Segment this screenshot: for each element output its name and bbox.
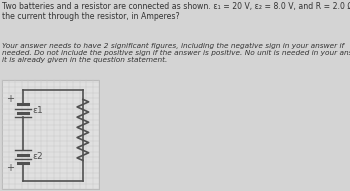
Text: Your answer needs to have 2 significant figures, including the negative sign in : Your answer needs to have 2 significant … [2, 43, 350, 63]
Text: ε2: ε2 [33, 152, 43, 161]
Text: Two batteries and a resistor are connected as shown. ε₁ = 20 V, ε₂ = 8.0 V, and : Two batteries and a resistor are connect… [2, 2, 350, 21]
Text: +: + [6, 94, 14, 104]
Text: ε1: ε1 [33, 106, 43, 115]
Bar [2, 80, 99, 189]
Text: +: + [6, 163, 14, 173]
